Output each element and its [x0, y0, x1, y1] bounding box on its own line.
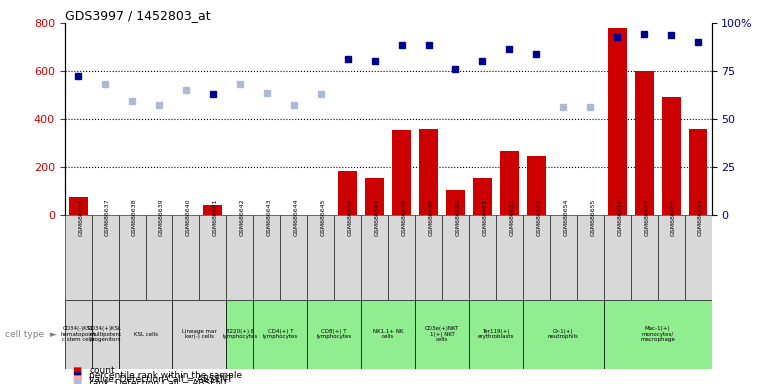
Text: GSM686657: GSM686657 — [644, 199, 649, 236]
Bar — [91, 215, 119, 300]
Bar — [523, 215, 550, 300]
Text: CD34(-)KSL
hematopoiet
c stem cells: CD34(-)KSL hematopoiet c stem cells — [61, 326, 96, 343]
Text: ■: ■ — [72, 378, 81, 384]
Text: ■: ■ — [72, 371, 81, 381]
Text: Mac-1(+)
monocytes/
macrophage: Mac-1(+) monocytes/ macrophage — [640, 326, 675, 343]
Bar — [361, 300, 415, 369]
Text: GSM686647: GSM686647 — [374, 199, 380, 237]
Text: GSM686643: GSM686643 — [267, 199, 272, 237]
Bar — [173, 215, 199, 300]
Text: GSM686654: GSM686654 — [563, 199, 568, 236]
Bar — [173, 300, 227, 369]
Bar — [199, 215, 227, 300]
Bar — [280, 215, 307, 300]
Bar — [631, 215, 658, 300]
Text: GSM686646: GSM686646 — [348, 199, 352, 236]
Bar — [496, 215, 523, 300]
Bar — [145, 215, 173, 300]
Bar — [334, 215, 361, 300]
Text: GSM686637: GSM686637 — [105, 199, 110, 237]
Text: ■: ■ — [72, 374, 81, 384]
Bar — [635, 71, 654, 215]
Bar — [65, 215, 91, 300]
Bar — [338, 170, 357, 215]
Bar — [473, 178, 492, 215]
Bar — [65, 300, 91, 369]
Text: cell type  ►: cell type ► — [5, 329, 57, 339]
Bar — [550, 215, 577, 300]
Bar — [253, 215, 280, 300]
Text: Lineage mar
ker(-) cells: Lineage mar ker(-) cells — [182, 329, 217, 339]
Bar — [91, 300, 119, 369]
Bar — [388, 215, 415, 300]
Bar — [119, 215, 145, 300]
Text: GSM686638: GSM686638 — [132, 199, 137, 236]
Bar — [469, 300, 523, 369]
Bar — [603, 300, 712, 369]
Bar — [527, 156, 546, 215]
Text: GSM686640: GSM686640 — [186, 199, 191, 236]
Text: B220(+) B
lymphocytes: B220(+) B lymphocytes — [222, 329, 257, 339]
Text: GSM686648: GSM686648 — [402, 199, 406, 236]
Text: GSM686636: GSM686636 — [78, 199, 83, 236]
Text: GSM686658: GSM686658 — [671, 199, 676, 236]
Bar — [227, 215, 253, 300]
Text: GSM686642: GSM686642 — [240, 199, 245, 237]
Text: Ter119(+)
erythroblasts: Ter119(+) erythroblasts — [478, 329, 514, 339]
Text: GSM686650: GSM686650 — [456, 199, 460, 236]
Bar — [685, 215, 712, 300]
Bar — [307, 300, 361, 369]
Text: GDS3997 / 1452803_at: GDS3997 / 1452803_at — [65, 9, 210, 22]
Text: CD3e(+)NKT
1(+) NKT
cells: CD3e(+)NKT 1(+) NKT cells — [425, 326, 459, 343]
Bar — [446, 190, 465, 215]
Bar — [658, 215, 685, 300]
Text: GSM686656: GSM686656 — [617, 199, 622, 236]
Text: GSM686651: GSM686651 — [482, 199, 488, 236]
Text: GSM686644: GSM686644 — [294, 199, 299, 237]
Text: NK1.1+ NK
cells: NK1.1+ NK cells — [373, 329, 403, 339]
Bar — [361, 215, 388, 300]
Bar — [307, 215, 334, 300]
Bar — [253, 300, 307, 369]
Bar — [392, 130, 411, 215]
Bar — [603, 215, 631, 300]
Text: value, Detection Call = ABSENT: value, Detection Call = ABSENT — [89, 375, 233, 384]
Text: CD4(+) T
lymphocytes: CD4(+) T lymphocytes — [263, 329, 298, 339]
Text: GSM686645: GSM686645 — [320, 199, 326, 236]
Text: GSM686652: GSM686652 — [509, 199, 514, 236]
Text: GSM686641: GSM686641 — [213, 199, 218, 236]
Text: percentile rank within the sample: percentile rank within the sample — [89, 371, 242, 380]
Bar — [415, 300, 469, 369]
Text: ■: ■ — [72, 366, 81, 376]
Bar — [203, 205, 222, 215]
Bar — [68, 197, 88, 215]
Text: GSM686655: GSM686655 — [591, 199, 595, 236]
Text: GSM686639: GSM686639 — [159, 199, 164, 237]
Text: rank, Detection Call = ABSENT: rank, Detection Call = ABSENT — [89, 379, 228, 384]
Bar — [419, 129, 438, 215]
Bar — [500, 151, 519, 215]
Text: CD34(+)KSL
multipotent
progenitors: CD34(+)KSL multipotent progenitors — [88, 326, 122, 343]
Text: KSL cells: KSL cells — [133, 331, 158, 337]
Bar — [119, 300, 173, 369]
Text: GSM686659: GSM686659 — [698, 199, 703, 236]
Bar — [365, 178, 384, 215]
Bar — [608, 28, 626, 215]
Text: count: count — [89, 366, 115, 376]
Bar — [415, 215, 442, 300]
Text: GSM686653: GSM686653 — [537, 199, 541, 236]
Bar — [227, 300, 253, 369]
Bar — [442, 215, 469, 300]
Text: CD8(+) T
lymphocytes: CD8(+) T lymphocytes — [317, 329, 352, 339]
Bar — [469, 215, 496, 300]
Bar — [577, 215, 603, 300]
Text: GSM686649: GSM686649 — [428, 199, 434, 237]
Bar — [661, 98, 680, 215]
Bar — [523, 300, 603, 369]
Bar — [689, 129, 708, 215]
Text: Gr-1(+)
neutrophils: Gr-1(+) neutrophils — [548, 329, 578, 339]
